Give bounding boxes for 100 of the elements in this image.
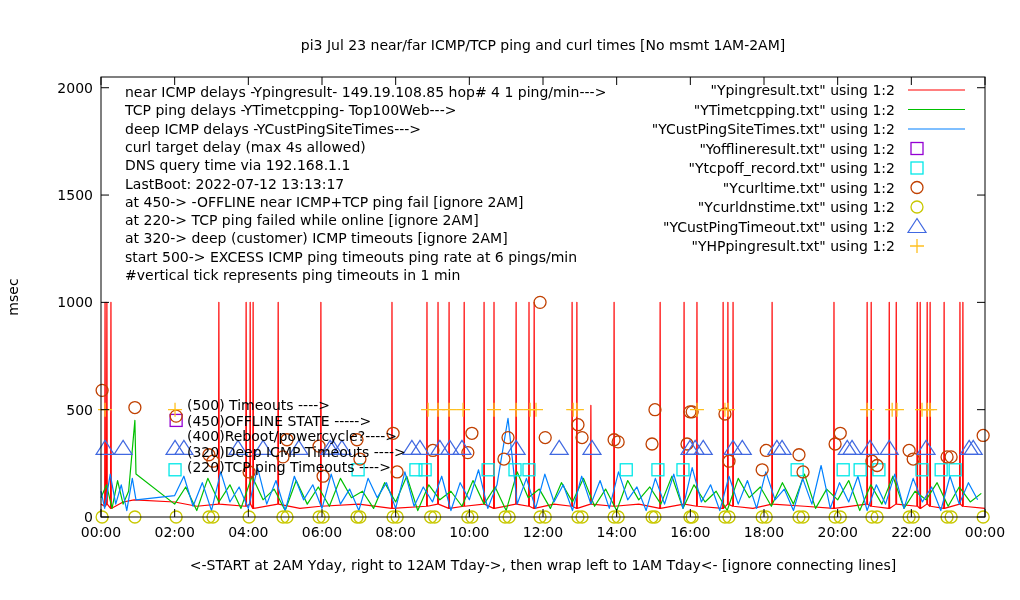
point [498,510,512,524]
legend-label: "YCustPingSiteTimes.txt" using 1:2 [651,121,895,137]
x-tick-label: 00:00 [80,524,122,540]
x-axis-title: <-START at 2AM Yday, right to 12AM Tday->, then wrap left to 1AM Tday<- [ignore connecting lines] [189,557,897,573]
legend-label: "Ycurldnstime.txt" using 1:2 [697,199,895,215]
point [312,510,326,524]
point [906,510,920,524]
point [128,510,142,524]
point [418,463,432,477]
point [440,439,460,455]
point [569,402,585,418]
point [685,439,705,455]
point [424,510,438,524]
point [948,463,962,477]
point [902,443,916,458]
point [860,439,880,455]
annotation: at 220-> TCP ping failed while online [ignore 2AM] [125,212,479,229]
point [128,400,142,415]
point [732,439,752,455]
x-tick-label: 10:00 [449,524,490,540]
x-tick-label: 20:00 [817,524,858,540]
point [465,510,479,524]
point [872,463,886,477]
point [533,295,547,310]
point [940,450,954,464]
y-tick-label: 1500 [57,187,93,204]
point [842,439,862,455]
point [501,430,515,445]
point [571,510,585,524]
point [853,463,867,477]
point [833,426,847,440]
point [242,510,256,524]
point [167,402,183,418]
point [915,463,929,477]
annotation: at 450-> -OFFLINE near ICMP+TCP ping fail [ignore 2AM] [125,193,524,210]
point [828,510,842,524]
point [165,439,185,455]
x-tick-label: 04:00 [228,524,269,540]
y-tick-label: 0 [84,509,93,525]
point [722,510,736,524]
point [582,439,602,455]
point [611,435,625,449]
point [651,463,665,477]
point [502,510,516,524]
point [316,510,330,524]
annotation: start 500-> EXCESS ICMP ping timeouts ping rate at 6 pings/min [125,248,578,265]
point [465,426,479,440]
point [428,510,442,524]
point [455,402,471,418]
point [870,458,884,473]
point [430,439,450,455]
point [280,510,294,524]
legend-label: "YHPpingresult.txt" using 1:2 [691,238,895,254]
annotation: TCP ping delays -YTimetcpping- Top100Web---> [124,102,457,119]
point [95,439,115,455]
point [168,463,182,477]
point [796,510,810,524]
point [486,402,502,418]
point [772,439,792,455]
point [169,510,183,524]
point [202,510,216,524]
x-tick-label: 00:00 [964,524,1006,540]
annotation: #vertical tick represents ping timeouts in 1 min [125,267,461,283]
point [571,418,585,432]
annotation: curl target delay (max 4s allowed) [125,138,366,155]
point [879,439,899,455]
point [759,510,773,524]
point [680,439,700,455]
point [206,510,220,524]
point [790,463,804,477]
point [723,439,743,455]
x-tick-label: 16:00 [670,524,711,540]
point [796,465,810,479]
x-tick-label: 02:00 [154,524,195,540]
point [95,510,109,524]
point [755,510,769,524]
point [607,433,621,447]
point [916,439,936,455]
point [934,463,948,477]
y-tick-label: 500 [66,401,93,418]
point [648,403,662,417]
point [767,439,787,455]
point [508,402,524,418]
point [828,437,842,451]
point [865,454,879,468]
point [410,439,430,455]
y-tick-label: 2000 [57,79,93,96]
x-tick-label: 14:00 [596,524,637,540]
point [95,383,109,398]
x-tick-label: 22:00 [891,524,932,540]
legend-label: "YTimetcpping.txt" using 1:2 [693,101,895,118]
point [169,413,183,428]
legend-label: "Ytcpoff_record.txt" using 1:2 [688,160,895,176]
y-tick-label: 1000 [57,294,93,311]
point [575,430,589,445]
legend-label: "Ypingresult.txt" using 1:2 [710,82,895,98]
point [452,439,472,455]
x-tick-label: 06:00 [301,524,343,540]
point [718,510,732,524]
point [870,510,884,524]
